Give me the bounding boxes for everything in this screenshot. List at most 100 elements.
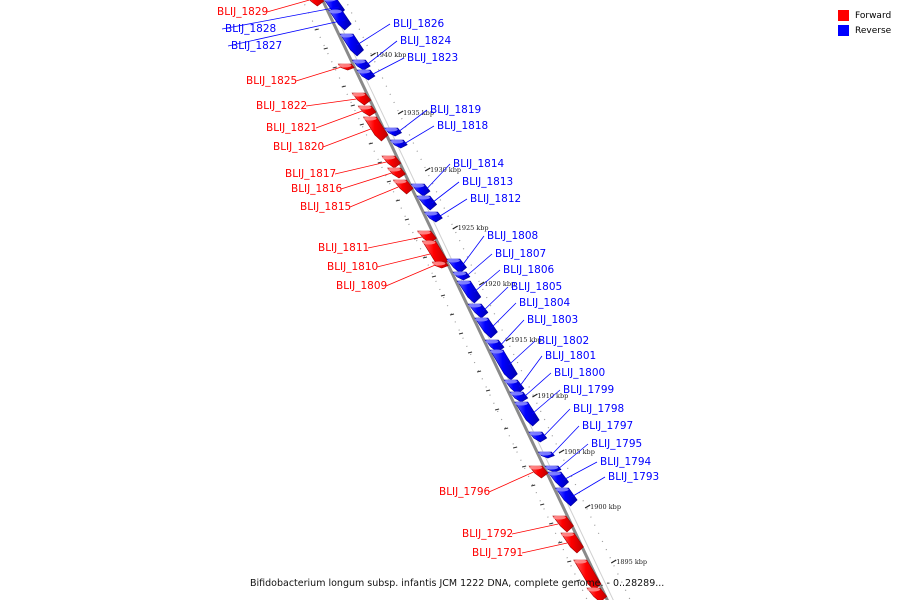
gene-feature[interactable] bbox=[384, 127, 403, 137]
gene-leader-line bbox=[334, 161, 387, 175]
minor-tick bbox=[377, 161, 382, 164]
tick-mark bbox=[610, 559, 617, 564]
scale-tick: 1940 kbp bbox=[370, 51, 406, 59]
scale-tick: 1920 kbp bbox=[478, 280, 515, 288]
gene-label[interactable]: BLIJ_1808 bbox=[487, 230, 538, 242]
gene-feature[interactable] bbox=[339, 33, 364, 57]
gene-label[interactable]: BLIJ_1793 bbox=[608, 471, 659, 483]
gene-label[interactable]: BLIJ_1828 bbox=[225, 23, 276, 35]
gene-label[interactable]: BLIJ_1813 bbox=[462, 176, 513, 188]
gene-label[interactable]: BLIJ_1811 bbox=[318, 242, 369, 254]
gene-label[interactable]: BLIJ_1823 bbox=[407, 52, 458, 64]
gene-feature[interactable] bbox=[392, 179, 414, 195]
gene-label[interactable]: BLIJ_1824 bbox=[400, 35, 452, 47]
gene-feature[interactable] bbox=[509, 391, 529, 403]
gene-feature[interactable] bbox=[544, 465, 562, 473]
gene-leader-line bbox=[295, 66, 342, 82]
gene-feature[interactable] bbox=[503, 379, 525, 395]
gene-label[interactable]: BLIJ_1804 bbox=[519, 297, 571, 309]
gene-cap bbox=[587, 587, 601, 592]
gene-feature[interactable] bbox=[305, 0, 325, 7]
gene-feature[interactable] bbox=[389, 139, 408, 149]
gene-label[interactable]: BLIJ_1826 bbox=[393, 18, 445, 30]
gene-label[interactable]: BLIJ_1812 bbox=[470, 193, 521, 205]
minor-tick bbox=[440, 294, 446, 297]
gene-label[interactable]: BLIJ_1818 bbox=[437, 120, 488, 132]
gene-cap bbox=[555, 487, 569, 492]
gene-label[interactable]: BLIJ_1807 bbox=[495, 248, 546, 260]
gene-feature[interactable] bbox=[484, 339, 505, 353]
gene-feature[interactable] bbox=[560, 532, 584, 554]
gene-label[interactable]: BLIJ_1791 bbox=[472, 547, 523, 559]
gene-label[interactable]: BLIJ_1798 bbox=[573, 403, 624, 415]
gene-feature[interactable] bbox=[337, 63, 355, 71]
gene-cap bbox=[538, 451, 552, 456]
gene-feature[interactable] bbox=[446, 258, 467, 274]
gene-label[interactable]: BLIJ_1792 bbox=[462, 528, 513, 540]
gene-label[interactable]: BLIJ_1805 bbox=[511, 281, 562, 293]
minor-tick bbox=[476, 370, 482, 373]
gene-label[interactable]: BLIJ_1825 bbox=[246, 75, 297, 87]
forward-gene-arrow bbox=[552, 515, 574, 533]
gene-feature[interactable] bbox=[431, 261, 449, 269]
gene-feature[interactable] bbox=[555, 487, 578, 507]
gene-label[interactable]: BLIJ_1796 bbox=[439, 486, 491, 498]
gene-feature[interactable] bbox=[381, 155, 402, 169]
gene-feature[interactable] bbox=[489, 349, 518, 381]
gene-label[interactable]: BLIJ_1801 bbox=[545, 350, 596, 362]
tick-mark bbox=[424, 167, 431, 172]
gene-label[interactable]: BLIJ_1800 bbox=[554, 367, 605, 379]
gene-label[interactable]: BLIJ_1815 bbox=[300, 201, 351, 213]
gene-cap bbox=[446, 258, 460, 263]
gene-feature[interactable] bbox=[351, 92, 372, 106]
gene-label[interactable]: BLIJ_1827 bbox=[231, 40, 282, 52]
gene-feature[interactable] bbox=[537, 451, 555, 459]
gene-feature[interactable] bbox=[362, 116, 389, 142]
gene-feature[interactable] bbox=[416, 195, 438, 211]
gene-label[interactable]: BLIJ_1817 bbox=[285, 168, 336, 180]
gene-label[interactable]: BLIJ_1806 bbox=[503, 264, 555, 276]
gene-feature[interactable] bbox=[452, 271, 471, 281]
gene-label[interactable]: BLIJ_1809 bbox=[336, 280, 387, 292]
gene-cap bbox=[573, 559, 587, 564]
gene-feature[interactable] bbox=[528, 431, 548, 443]
gene-label[interactable]: BLIJ_1822 bbox=[256, 100, 307, 112]
gene-leader-line bbox=[349, 186, 399, 208]
gene-label[interactable]: BLIJ_1820 bbox=[273, 141, 324, 153]
gene-label[interactable]: BLIJ_1794 bbox=[600, 456, 652, 468]
gene-feature[interactable] bbox=[528, 465, 549, 479]
gene-label[interactable]: BLIJ_1810 bbox=[327, 261, 378, 273]
gene-label[interactable]: BLIJ_1829 bbox=[217, 6, 268, 18]
gene-feature[interactable] bbox=[474, 317, 498, 339]
scale-tick: 1935 kbp bbox=[397, 109, 434, 117]
gene-label[interactable]: BLIJ_1803 bbox=[527, 314, 578, 326]
gene-feature[interactable] bbox=[467, 303, 489, 319]
gene-feature[interactable] bbox=[456, 280, 482, 304]
gene-feature[interactable] bbox=[552, 515, 574, 533]
gene-label[interactable]: BLIJ_1799 bbox=[563, 384, 614, 396]
gene-feature[interactable] bbox=[410, 183, 431, 197]
gene-feature[interactable] bbox=[357, 105, 377, 117]
gene-cap bbox=[529, 431, 543, 436]
gene-label[interactable]: BLIJ_1797 bbox=[582, 420, 633, 432]
gene-feature[interactable] bbox=[547, 471, 570, 489]
minor-tick bbox=[350, 104, 355, 107]
gene-leader-line bbox=[266, 0, 310, 13]
minor-tick bbox=[386, 180, 391, 183]
gene-feature[interactable] bbox=[423, 211, 443, 223]
gene-feature[interactable] bbox=[417, 230, 437, 244]
gene-feature[interactable] bbox=[351, 59, 371, 71]
gene-label[interactable]: BLIJ_1821 bbox=[266, 122, 317, 134]
tick-mark bbox=[558, 449, 565, 454]
gene-label[interactable]: BLIJ_1802 bbox=[538, 335, 589, 347]
gene-label[interactable]: BLIJ_1819 bbox=[430, 104, 481, 116]
gene-label[interactable]: BLIJ_1816 bbox=[291, 183, 343, 195]
gene-features bbox=[305, 0, 608, 600]
gene-feature[interactable] bbox=[387, 167, 406, 179]
reverse-gene-arrow bbox=[474, 317, 498, 339]
gene-feature[interactable] bbox=[514, 401, 540, 427]
gene-feature[interactable] bbox=[356, 69, 376, 81]
gene-label[interactable]: BLIJ_1795 bbox=[591, 438, 642, 450]
gene-cap bbox=[485, 339, 499, 344]
gene-label[interactable]: BLIJ_1814 bbox=[453, 158, 505, 170]
